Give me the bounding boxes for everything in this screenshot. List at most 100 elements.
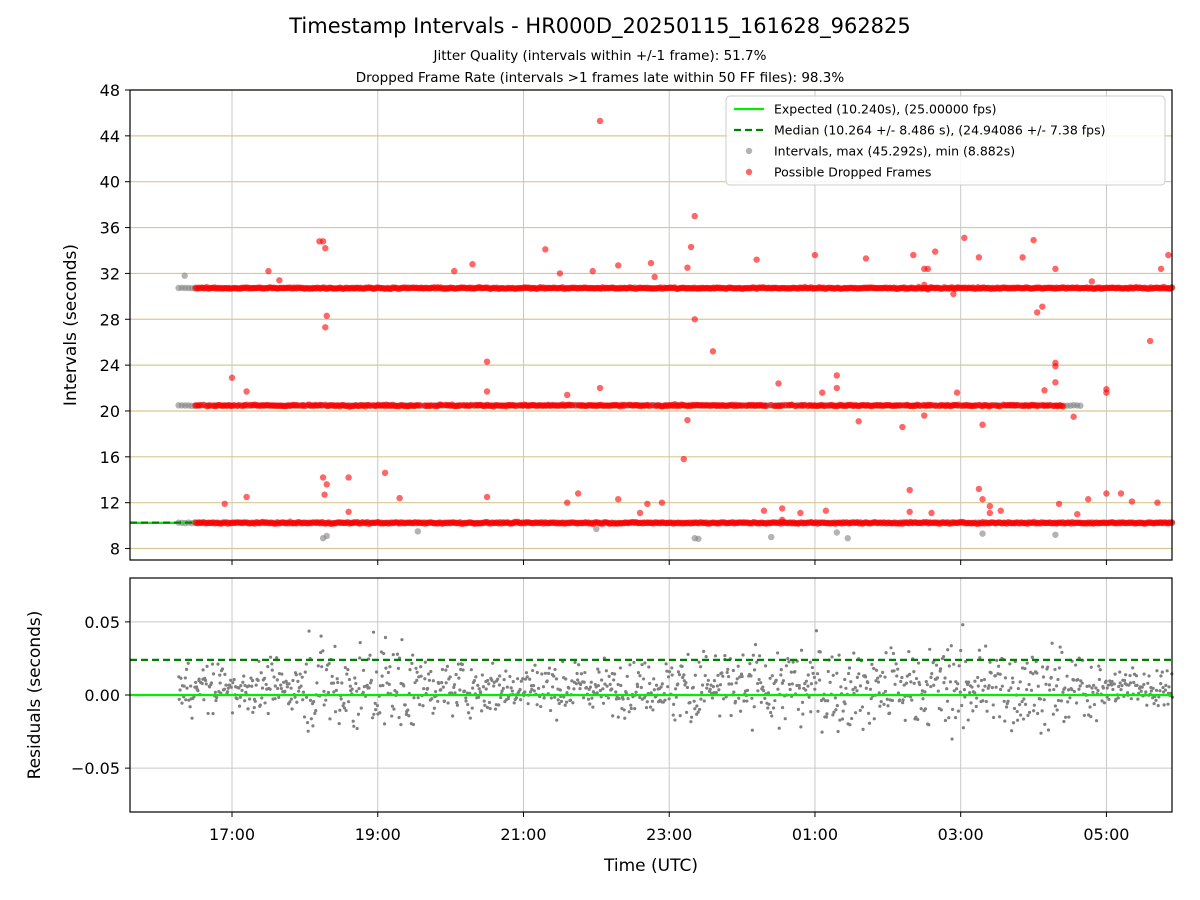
residual-point bbox=[211, 711, 215, 716]
dropped-frame-outlier-point bbox=[1052, 265, 1059, 273]
dropped-frame-outlier-point bbox=[451, 267, 458, 275]
residual-point bbox=[333, 644, 337, 648]
residual-point bbox=[881, 670, 885, 674]
residual-point bbox=[959, 648, 963, 653]
residual-point bbox=[1163, 688, 1168, 692]
dropped-frame-outlier-point bbox=[921, 265, 928, 273]
residual-point bbox=[603, 682, 607, 686]
intervals-y-tick-label: 8 bbox=[110, 540, 120, 559]
residual-point bbox=[388, 665, 392, 669]
residual-point bbox=[483, 703, 487, 707]
residual-point bbox=[614, 690, 618, 694]
dropped-frame-outlier-point bbox=[1055, 500, 1063, 508]
residual-point bbox=[340, 681, 344, 685]
residual-point bbox=[1164, 683, 1168, 687]
residual-point bbox=[858, 708, 862, 713]
residual-point bbox=[1105, 686, 1109, 690]
residual-point bbox=[277, 671, 282, 676]
residual-point bbox=[584, 685, 589, 690]
dropped-frame-outlier-point bbox=[243, 493, 250, 501]
residual-point bbox=[749, 674, 753, 678]
residual-point bbox=[1002, 699, 1006, 703]
residual-point bbox=[574, 682, 578, 686]
x-tick-label: 21:00 bbox=[500, 825, 546, 844]
residual-point bbox=[370, 716, 375, 720]
residual-point bbox=[904, 681, 909, 685]
residual-point bbox=[350, 687, 354, 691]
residual-point bbox=[583, 670, 587, 675]
residual-point bbox=[1088, 705, 1092, 709]
residual-point bbox=[1008, 662, 1012, 666]
residual-point bbox=[745, 699, 749, 703]
residual-point bbox=[946, 648, 950, 652]
residual-point bbox=[260, 686, 265, 690]
residual-point bbox=[725, 670, 729, 675]
residual-point bbox=[787, 660, 791, 664]
residual-point bbox=[962, 688, 967, 692]
residual-point bbox=[994, 685, 998, 689]
residual-point bbox=[987, 684, 991, 688]
residual-point bbox=[1155, 669, 1159, 673]
residual-point bbox=[237, 704, 242, 708]
residual-point bbox=[1025, 687, 1029, 692]
residual-point bbox=[1074, 663, 1078, 667]
residual-point bbox=[1066, 700, 1070, 704]
residual-point bbox=[952, 689, 956, 693]
residual-point bbox=[448, 675, 452, 679]
dropped-frame-outlier-point bbox=[265, 267, 272, 275]
residual-point bbox=[270, 668, 274, 672]
residual-point bbox=[973, 691, 977, 695]
residual-point bbox=[1166, 702, 1170, 706]
residual-point bbox=[279, 683, 283, 687]
residual-point bbox=[924, 680, 928, 684]
residual-point bbox=[291, 678, 295, 683]
residual-point bbox=[667, 670, 672, 674]
residual-point bbox=[885, 697, 889, 701]
residual-point bbox=[977, 648, 981, 652]
residual-point bbox=[590, 696, 594, 700]
dropped-frame-outlier-point bbox=[1052, 379, 1059, 386]
residual-point bbox=[860, 705, 865, 709]
residual-point bbox=[868, 687, 873, 691]
residual-point bbox=[244, 690, 248, 695]
residual-point bbox=[730, 682, 734, 686]
residual-point bbox=[898, 698, 902, 702]
dropped-frame-outlier-point bbox=[221, 500, 228, 508]
residual-point bbox=[319, 634, 323, 638]
residual-point bbox=[705, 686, 709, 690]
residual-point bbox=[713, 654, 718, 658]
residual-point bbox=[331, 681, 336, 685]
residual-point bbox=[847, 666, 852, 670]
residual-point bbox=[575, 671, 579, 676]
residual-point bbox=[636, 671, 641, 675]
residual-point bbox=[1021, 717, 1026, 721]
residual-point bbox=[505, 685, 509, 689]
residual-point bbox=[326, 690, 331, 695]
residual-point bbox=[831, 673, 835, 677]
residual-point bbox=[709, 683, 713, 687]
residual-point bbox=[789, 670, 793, 674]
residual-point bbox=[928, 647, 932, 651]
residual-point bbox=[487, 700, 492, 705]
residual-point bbox=[638, 695, 642, 700]
residual-point bbox=[1152, 702, 1156, 706]
residual-point bbox=[413, 681, 417, 685]
residual-point bbox=[757, 654, 762, 658]
residual-point bbox=[1064, 715, 1068, 719]
residual-point bbox=[927, 723, 931, 727]
residual-point bbox=[342, 701, 346, 705]
residual-point bbox=[866, 681, 870, 685]
dropped-frame-outlier-point bbox=[322, 324, 329, 331]
residual-point bbox=[685, 685, 690, 690]
interval-outlier-point bbox=[1052, 531, 1059, 538]
residual-point bbox=[466, 711, 471, 715]
residual-point bbox=[788, 687, 792, 692]
residual-point bbox=[806, 684, 810, 688]
residual-point bbox=[1072, 678, 1076, 682]
residual-point bbox=[825, 712, 829, 716]
residual-point bbox=[855, 675, 859, 679]
residual-point bbox=[431, 711, 435, 715]
residual-point bbox=[901, 698, 905, 702]
residual-point bbox=[919, 707, 923, 711]
residual-point bbox=[1023, 702, 1028, 706]
